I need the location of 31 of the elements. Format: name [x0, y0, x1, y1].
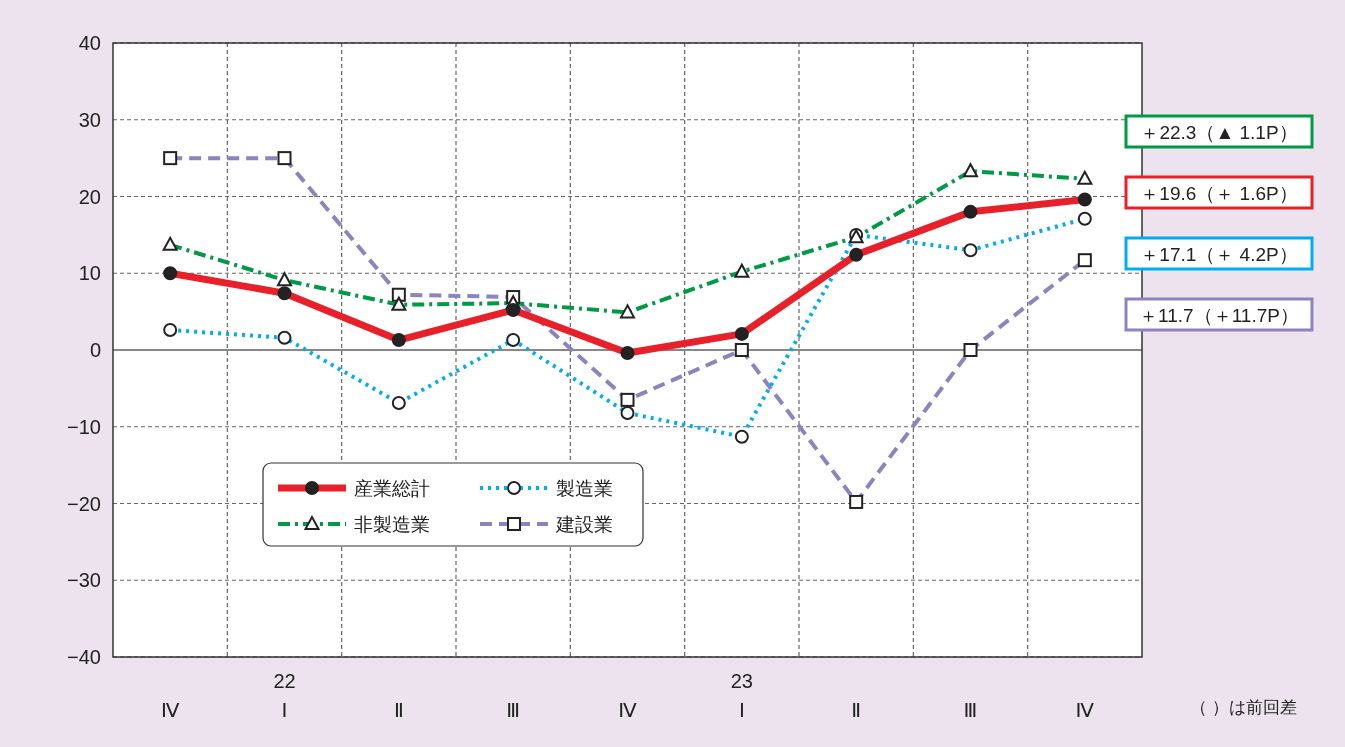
label-box: ＋17.1（＋ 4.2P）: [1124, 236, 1314, 271]
x-tick-label: Ⅱ: [851, 699, 862, 721]
label-box: ＋19.6（＋ 1.6P）: [1124, 175, 1314, 210]
y-tick-label: 10: [78, 262, 101, 285]
y-tick-label: −30: [67, 569, 101, 592]
x-tick-label: 23 Ⅰ: [730, 670, 753, 721]
x-tick-label: Ⅳ: [1075, 699, 1095, 721]
y-tick-label: −20: [67, 492, 101, 515]
annotation: ＋22.3（▲ 1.1P）: [1140, 122, 1298, 143]
x-tick-label: Ⅱ: [393, 699, 404, 721]
legend-label: 産業総計: [354, 478, 430, 499]
label-box: ＋22.3（▲ 1.1P）: [1124, 114, 1314, 149]
x-tick-label: Ⅲ: [506, 699, 521, 721]
y-tick-label: −40: [67, 646, 101, 668]
annotation: ＋19.6（＋ 1.6P）: [1140, 183, 1298, 204]
x-tick-label: Ⅳ: [618, 699, 638, 721]
y-tick-label: 20: [78, 185, 101, 208]
x-tick-label: 22 Ⅰ: [273, 670, 296, 721]
y-tick-label: 30: [78, 108, 101, 131]
legend-label: 非製造業: [354, 514, 430, 535]
legend-label: 製造業: [556, 478, 613, 499]
y-tick-label: 40: [78, 32, 101, 54]
annotation: ＋11.7（＋11.7P）: [1139, 305, 1299, 326]
x-tick-label: Ⅲ: [963, 699, 978, 721]
y-tick-label: 0: [89, 339, 101, 361]
y-tick-label: −10: [67, 415, 101, 438]
label-box: ＋11.7（＋11.7P）: [1124, 297, 1314, 332]
x-tick-label: Ⅳ: [160, 699, 180, 721]
annotation: ＋17.1（＋ 4.2P）: [1140, 244, 1298, 265]
text: （ ）は前回差: [1190, 698, 1297, 717]
legend-label: 建設業: [555, 514, 613, 535]
